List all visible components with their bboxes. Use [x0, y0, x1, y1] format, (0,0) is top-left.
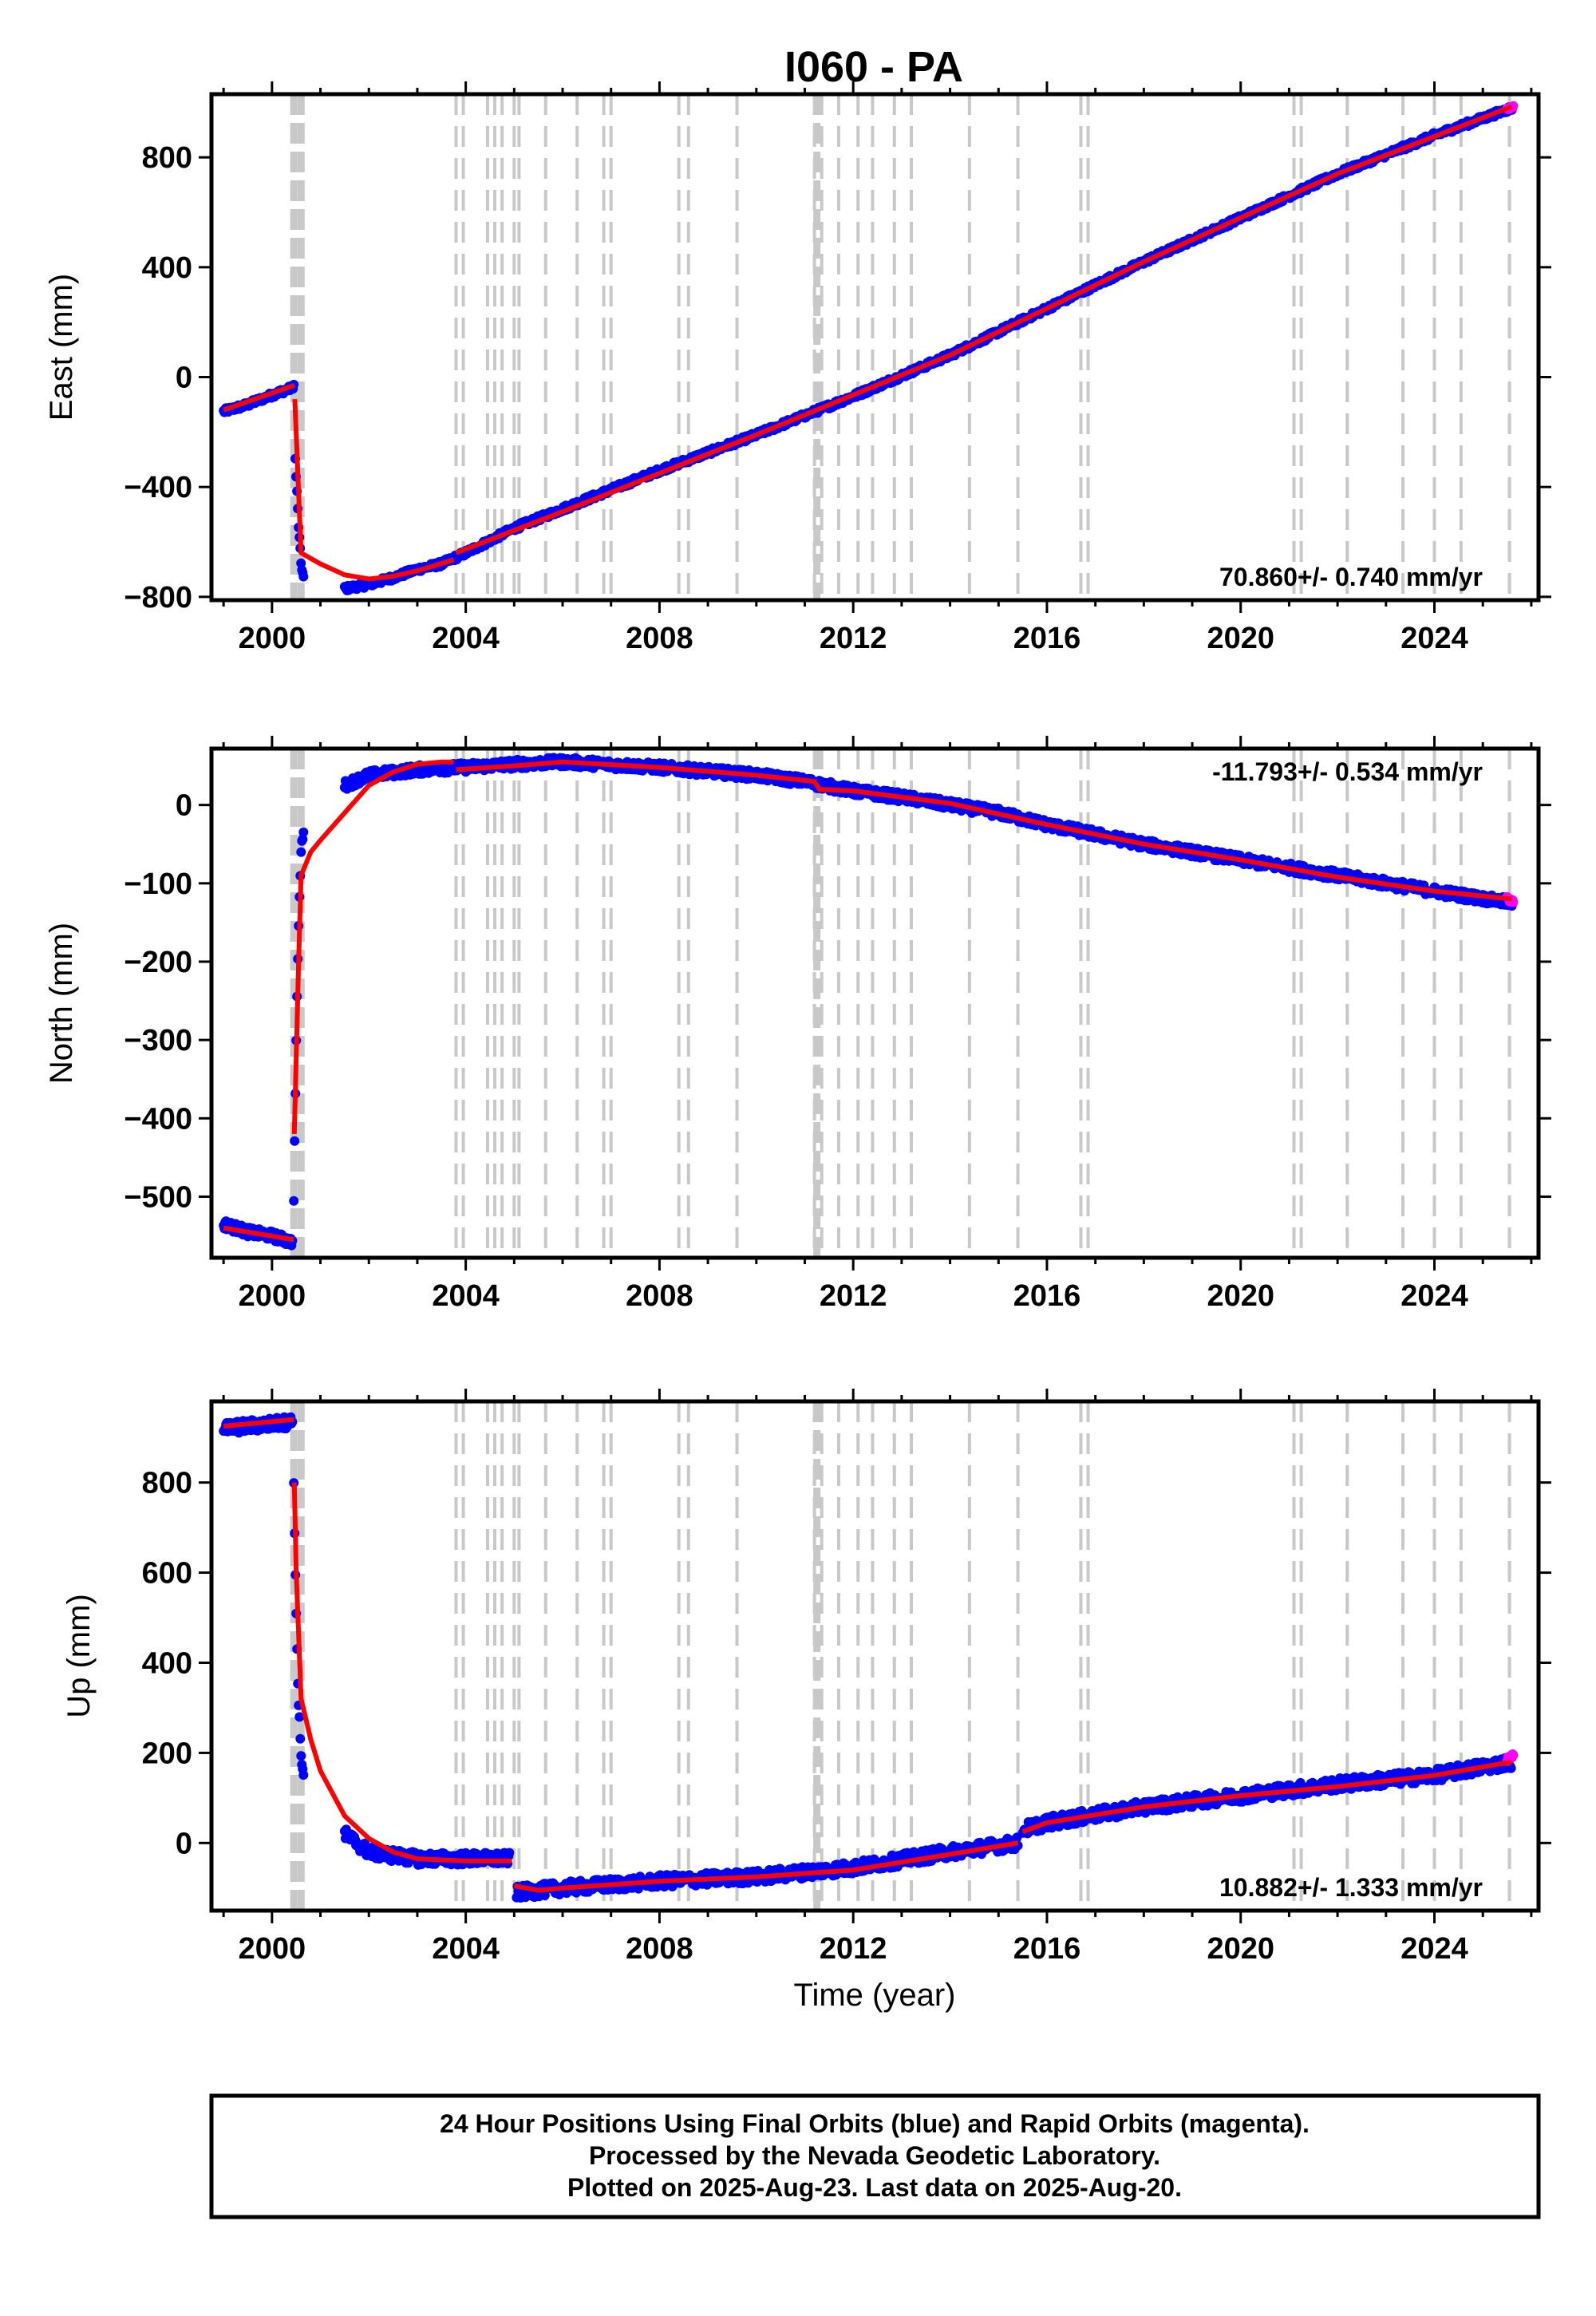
north-x-tick-label: 2000 — [239, 1279, 306, 1313]
data-point — [298, 827, 309, 837]
data-point — [298, 834, 308, 844]
up-model-line — [291, 1482, 512, 1863]
north-x-tick-label: 2004 — [432, 1279, 500, 1313]
data-point — [298, 571, 309, 582]
north-y-tick-label: 0 — [176, 789, 192, 823]
data-point — [294, 1712, 305, 1722]
east-plot-frame — [209, 92, 1541, 603]
east-y-axis-label: East (mm) — [44, 274, 79, 421]
north-model-line — [456, 759, 1512, 902]
east-model-line — [292, 398, 455, 582]
east-y-tick-label: −400 — [124, 471, 192, 504]
north-x-tick-label: 2024 — [1400, 1279, 1468, 1313]
north-y-tick-label: −400 — [124, 1102, 192, 1136]
east-y-tick-label: −800 — [124, 581, 192, 615]
data-point — [289, 1196, 299, 1206]
north-y-axis-label: North (mm) — [44, 923, 79, 1084]
north-panel: 2000 2004 2008 2012 2016 2020 2024 −500 −400 −300… — [44, 736, 1551, 1313]
east-y-tick-label: 400 — [142, 251, 192, 285]
data-point — [504, 1848, 515, 1858]
data-point — [296, 1751, 306, 1761]
east-data — [219, 101, 1519, 595]
data-point — [296, 847, 306, 857]
north-rate-label: -11.793+/- 0.534 mm/yr — [1212, 757, 1483, 786]
north-y-tick-label: −100 — [124, 868, 192, 901]
east-x-tick-label: 2016 — [1013, 622, 1081, 655]
north-x-tick-label: 2016 — [1013, 1279, 1081, 1313]
east-x-tick-label: 2008 — [626, 622, 693, 655]
north-y-tick-label: −500 — [124, 1180, 192, 1214]
north-model-line — [223, 1225, 294, 1243]
chart-title: I060 - PA — [784, 43, 963, 91]
east-y-tick-label: 800 — [142, 141, 192, 175]
up-model-line — [223, 1417, 294, 1429]
east-x-tick-label: 2004 — [432, 622, 500, 655]
north-x-tick-label: 2008 — [626, 1279, 693, 1313]
up-model-line — [1021, 1759, 1513, 1835]
east-y-tick-label: 0 — [176, 362, 192, 395]
north-event-lines — [290, 749, 1511, 1258]
north-plot-frame — [209, 746, 1541, 1260]
data-point — [290, 1136, 300, 1146]
data-point — [1506, 1763, 1516, 1773]
north-x-tick-label: 2012 — [820, 1279, 887, 1313]
data-point — [298, 1770, 309, 1780]
east-x-tick-label: 2024 — [1400, 622, 1468, 655]
data-point — [295, 1733, 306, 1744]
east-x-tick-label: 2000 — [239, 622, 306, 655]
east-panel: 2000 2004 2008 2012 2016 2020 2024 −800 −400 0 400… — [44, 81, 1551, 655]
east-x-tick-label: 2020 — [1207, 622, 1274, 655]
east-rate-label: 70.860+/- 0.740 mm/yr — [1219, 563, 1483, 591]
north-x-tick-label: 2020 — [1207, 1279, 1274, 1313]
east-model-line — [455, 104, 1513, 555]
up-data — [219, 1412, 1519, 1903]
east-x-tick-label: 2012 — [820, 622, 887, 655]
north-model-line — [291, 759, 454, 1134]
east-model-line — [223, 382, 295, 413]
up-plot-frame — [209, 1399, 1541, 1913]
north-y-tick-label: −200 — [124, 946, 192, 979]
up-panel: 2000 2004 2008 2012 2016 2020 2024020040060080… — [61, 1389, 1551, 1966]
data-point — [1508, 1750, 1519, 1761]
up-model-line — [513, 1840, 1018, 1893]
north-y-tick-label: −300 — [124, 1024, 192, 1057]
north-data — [219, 753, 1519, 1251]
data-point — [360, 1838, 370, 1848]
